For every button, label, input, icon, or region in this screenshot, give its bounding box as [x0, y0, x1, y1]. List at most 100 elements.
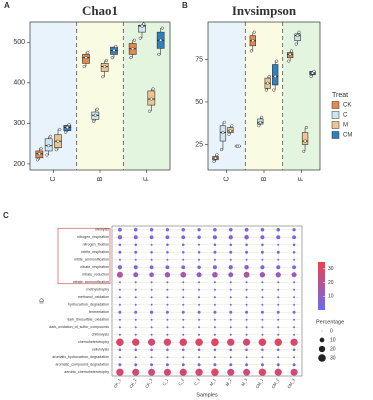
dot — [260, 250, 264, 254]
dot — [150, 356, 153, 359]
data-point — [64, 130, 68, 134]
dot — [149, 272, 154, 278]
dot — [276, 250, 280, 254]
y-tick-label: hydrocarbon_degradation — [68, 303, 109, 307]
data-point — [142, 22, 146, 26]
dot — [213, 281, 216, 284]
dot — [261, 281, 264, 284]
data-point — [273, 74, 277, 78]
dot — [133, 235, 138, 240]
dot — [166, 318, 169, 321]
dot — [182, 326, 185, 329]
panel-label: B — [182, 1, 188, 10]
x-tick-label: M_3 — [240, 377, 249, 387]
dot — [276, 235, 281, 240]
dot — [134, 326, 137, 329]
dot — [134, 363, 138, 367]
dot — [292, 235, 297, 240]
dot — [197, 228, 201, 232]
dot — [198, 243, 201, 246]
y-tick-label: fermentation — [89, 310, 109, 314]
dot — [277, 318, 280, 321]
dot — [181, 265, 186, 270]
dot — [198, 326, 201, 329]
dot — [163, 338, 172, 346]
data-point — [82, 65, 86, 69]
dot — [245, 310, 249, 314]
dot — [276, 310, 280, 314]
colorbar — [318, 262, 325, 310]
dot — [182, 281, 185, 284]
dot — [293, 281, 296, 284]
dot — [182, 333, 185, 336]
dot — [118, 288, 121, 291]
dot — [118, 243, 122, 247]
dot — [228, 227, 233, 232]
dot — [118, 326, 121, 329]
data-point — [54, 148, 58, 152]
dot — [163, 368, 171, 376]
dot — [245, 318, 248, 321]
data-point — [294, 42, 298, 46]
data-point — [237, 144, 241, 148]
y-tick-label: 50 — [195, 99, 203, 106]
x-tick-label: C_1 — [161, 377, 169, 387]
data-point — [151, 87, 155, 91]
dot — [261, 333, 264, 336]
dot — [245, 363, 249, 367]
dot — [293, 326, 296, 329]
size-legend-dot — [319, 337, 325, 343]
data-point — [212, 159, 216, 164]
dot — [118, 318, 121, 321]
dot — [150, 303, 153, 306]
dot — [245, 250, 249, 254]
data-point — [45, 153, 49, 157]
dot — [166, 296, 169, 299]
y-tick-label: aromatic_compound_degradation — [55, 363, 109, 367]
dot — [245, 243, 248, 247]
dot — [293, 356, 296, 359]
dot — [134, 243, 138, 247]
dot — [258, 338, 267, 347]
y-tick-label: nitrite_respiration — [81, 250, 109, 254]
dot — [276, 227, 281, 232]
dot — [195, 338, 203, 347]
dot — [229, 333, 232, 336]
dot — [182, 258, 185, 261]
dot — [213, 310, 217, 314]
dot — [242, 338, 251, 346]
y-tick-label: methanol_oxidation — [78, 295, 109, 299]
dot — [150, 348, 153, 352]
y-tick-label: 300 — [13, 120, 25, 127]
data-point — [114, 44, 118, 48]
dot — [259, 272, 266, 278]
dot — [212, 265, 217, 270]
data-point — [227, 132, 231, 136]
dot — [229, 303, 232, 306]
dot — [258, 368, 267, 376]
dot — [198, 296, 201, 299]
dot — [229, 348, 233, 352]
y-tick-label: nitrate_ammonification — [73, 280, 109, 284]
dot — [149, 310, 154, 314]
data-point — [39, 146, 43, 151]
dot — [179, 338, 187, 346]
dot — [261, 303, 264, 306]
dot — [274, 338, 282, 346]
legend-swatch — [331, 111, 340, 119]
dot — [260, 310, 264, 314]
data-point — [290, 49, 294, 53]
size-legend-dot — [318, 345, 326, 353]
box — [301, 132, 309, 145]
y-tick-label: 500 — [13, 39, 25, 46]
dot — [244, 227, 249, 232]
y-tick-label: nitrate_respiration — [80, 265, 109, 269]
dot — [181, 250, 185, 254]
data-point — [132, 38, 136, 42]
dot — [116, 368, 124, 376]
x-tick-label: C — [224, 176, 231, 181]
dot — [229, 310, 233, 314]
group-background — [282, 22, 320, 170]
dot — [197, 310, 201, 314]
